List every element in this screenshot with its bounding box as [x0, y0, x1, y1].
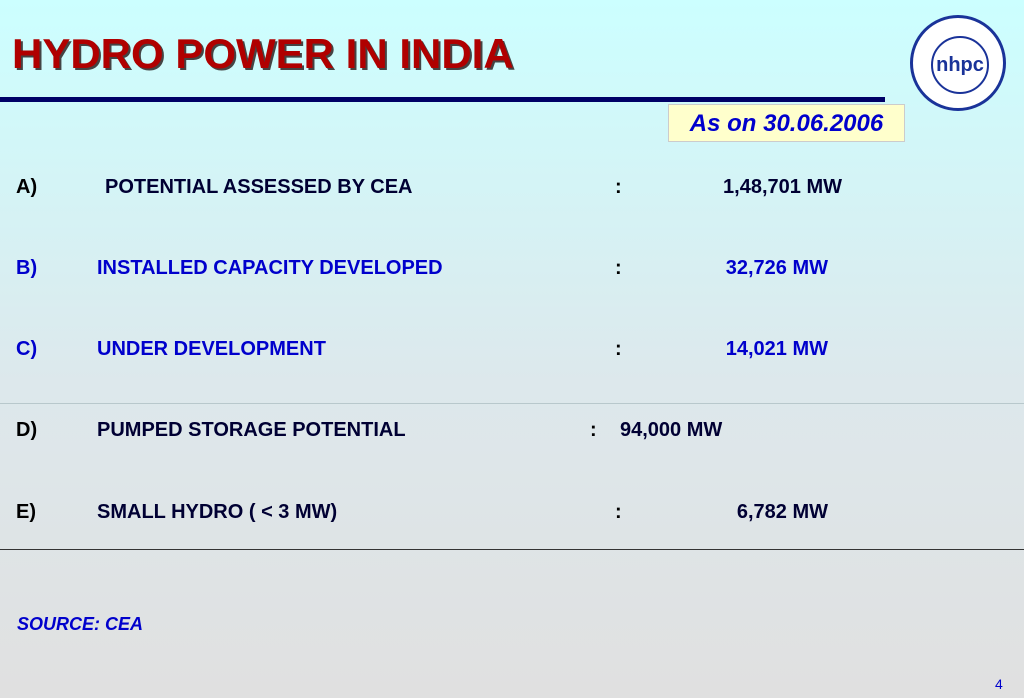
item-colon: :: [615, 257, 622, 279]
item-value: 94,000 MW: [620, 419, 723, 441]
date-note: As on 30.06.2006: [668, 104, 905, 142]
item-value: 14,021 MW: [725, 338, 828, 360]
logo-text: nhpc: [931, 36, 989, 94]
item-label: INSTALLED CAPACITY DEVELOPED: [97, 257, 443, 279]
item-letter: E): [16, 501, 36, 523]
divider: [0, 549, 1024, 550]
item-colon: :: [590, 419, 597, 441]
item-letter: C): [16, 338, 38, 360]
item-colon: :: [615, 501, 622, 523]
item-letter: D): [16, 419, 38, 441]
item-value: 6,782 MW: [736, 501, 828, 523]
divider: [0, 403, 1024, 404]
item-label: UNDER DEVELOPMENT: [97, 338, 326, 360]
item-label: PUMPED STORAGE POTENTIAL: [97, 419, 406, 441]
item-letter: B): [16, 257, 38, 279]
item-label: POTENTIAL ASSESSED BY CEA: [105, 176, 413, 198]
page-number: 4: [995, 676, 1003, 692]
item-colon: :: [615, 338, 622, 360]
item-value: 1,48,701 MW: [723, 176, 842, 198]
title-rule: [0, 97, 885, 102]
source: SOURCE: CEA: [17, 614, 144, 634]
logo: nhpc: [910, 15, 1006, 111]
item-letter: A): [16, 176, 38, 198]
item-colon: :: [615, 176, 622, 198]
item-value: 32,726 MW: [725, 257, 828, 279]
item-label: SMALL HYDRO ( < 3 MW): [97, 501, 338, 523]
title: HYDRO POWER IN INDIA: [12, 30, 514, 77]
